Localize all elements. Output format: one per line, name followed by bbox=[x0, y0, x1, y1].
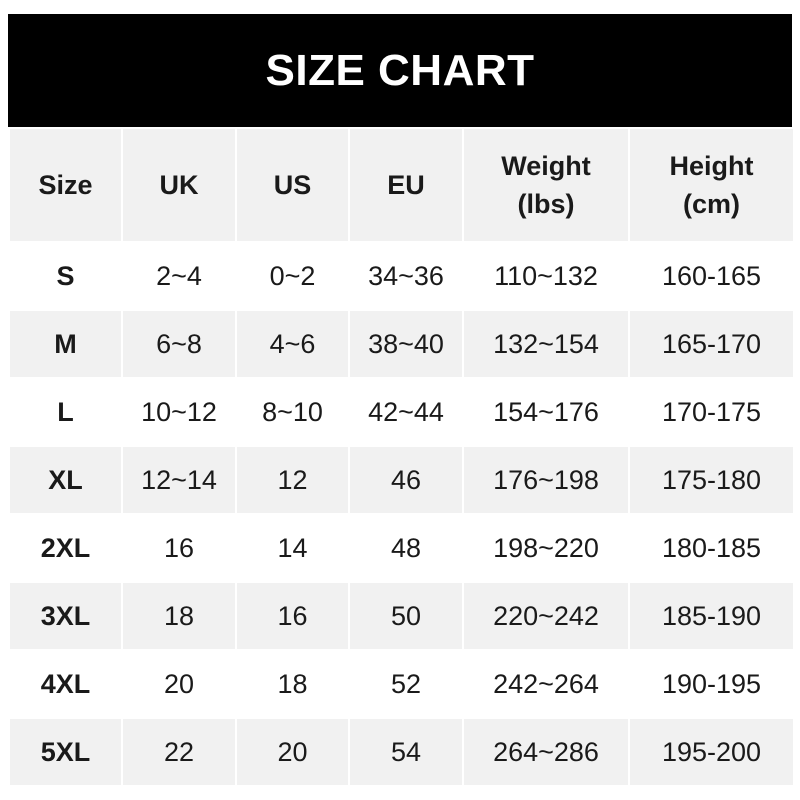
cell-us: 14 bbox=[235, 513, 350, 583]
cell-size: 2XL bbox=[8, 513, 123, 583]
cell-height: 165-170 bbox=[628, 309, 795, 379]
cell-size: XL bbox=[8, 445, 123, 515]
cell-us: 12 bbox=[235, 445, 350, 515]
cell-us: 16 bbox=[235, 581, 350, 651]
table-row: 4XL 20 18 52 242~264 190-195 bbox=[8, 649, 795, 719]
cell-eu: 54 bbox=[348, 717, 464, 787]
cell-size: M bbox=[8, 309, 123, 379]
cell-uk: 6~8 bbox=[121, 309, 237, 379]
column-header-us: US bbox=[235, 127, 350, 243]
cell-uk: 12~14 bbox=[121, 445, 237, 515]
header-label: Size bbox=[38, 170, 93, 200]
cell-uk: 2~4 bbox=[121, 241, 237, 311]
header-unit: (cm) bbox=[682, 189, 740, 219]
cell-size: 5XL bbox=[8, 717, 123, 787]
cell-weight: 132~154 bbox=[462, 309, 630, 379]
cell-size: L bbox=[8, 377, 123, 447]
header-label: Height bbox=[669, 151, 754, 181]
cell-us: 20 bbox=[235, 717, 350, 787]
table-row: 3XL 18 16 50 220~242 185-190 bbox=[8, 581, 795, 651]
cell-size: 4XL bbox=[8, 649, 123, 719]
cell-weight: 220~242 bbox=[462, 581, 630, 651]
cell-size: 3XL bbox=[8, 581, 123, 651]
size-chart-table: Size UK US EU Weight (lbs) Height (cm) S 2~4 0~2 3… bbox=[8, 127, 795, 787]
header-label: Weight bbox=[501, 151, 591, 181]
cell-height: 190-195 bbox=[628, 649, 795, 719]
column-header-uk: UK bbox=[121, 127, 237, 243]
cell-weight: 154~176 bbox=[462, 377, 630, 447]
header-label: US bbox=[273, 170, 312, 200]
cell-eu: 42~44 bbox=[348, 377, 464, 447]
cell-us: 0~2 bbox=[235, 241, 350, 311]
table-row: 5XL 22 20 54 264~286 195-200 bbox=[8, 717, 795, 787]
header-label: EU bbox=[387, 170, 425, 200]
cell-weight: 198~220 bbox=[462, 513, 630, 583]
cell-size: S bbox=[8, 241, 123, 311]
cell-uk: 22 bbox=[121, 717, 237, 787]
cell-eu: 48 bbox=[348, 513, 464, 583]
cell-us: 4~6 bbox=[235, 309, 350, 379]
cell-uk: 20 bbox=[121, 649, 237, 719]
cell-uk: 10~12 bbox=[121, 377, 237, 447]
cell-weight: 264~286 bbox=[462, 717, 630, 787]
title-banner: SIZE CHART bbox=[8, 14, 792, 127]
cell-weight: 242~264 bbox=[462, 649, 630, 719]
cell-eu: 38~40 bbox=[348, 309, 464, 379]
cell-us: 18 bbox=[235, 649, 350, 719]
cell-height: 160-165 bbox=[628, 241, 795, 311]
cell-height: 195-200 bbox=[628, 717, 795, 787]
column-header-size: Size bbox=[8, 127, 123, 243]
cell-height: 180-185 bbox=[628, 513, 795, 583]
cell-uk: 16 bbox=[121, 513, 237, 583]
header-unit: (lbs) bbox=[517, 189, 575, 219]
column-header-weight: Weight (lbs) bbox=[462, 127, 630, 243]
cell-eu: 50 bbox=[348, 581, 464, 651]
cell-height: 175-180 bbox=[628, 445, 795, 515]
table-row: L 10~12 8~10 42~44 154~176 170-175 bbox=[8, 377, 795, 447]
header-row: Size UK US EU Weight (lbs) Height (cm) bbox=[8, 127, 795, 243]
cell-eu: 52 bbox=[348, 649, 464, 719]
cell-height: 185-190 bbox=[628, 581, 795, 651]
cell-height: 170-175 bbox=[628, 377, 795, 447]
cell-eu: 34~36 bbox=[348, 241, 464, 311]
cell-us: 8~10 bbox=[235, 377, 350, 447]
cell-weight: 110~132 bbox=[462, 241, 630, 311]
table-row: S 2~4 0~2 34~36 110~132 160-165 bbox=[8, 241, 795, 311]
table-row: XL 12~14 12 46 176~198 175-180 bbox=[8, 445, 795, 515]
column-header-height: Height (cm) bbox=[628, 127, 795, 243]
table-row: 2XL 16 14 48 198~220 180-185 bbox=[8, 513, 795, 583]
cell-uk: 18 bbox=[121, 581, 237, 651]
table-row: M 6~8 4~6 38~40 132~154 165-170 bbox=[8, 309, 795, 379]
cell-weight: 176~198 bbox=[462, 445, 630, 515]
column-header-eu: EU bbox=[348, 127, 464, 243]
cell-eu: 46 bbox=[348, 445, 464, 515]
page-title: SIZE CHART bbox=[265, 45, 535, 95]
header-label: UK bbox=[159, 170, 199, 200]
